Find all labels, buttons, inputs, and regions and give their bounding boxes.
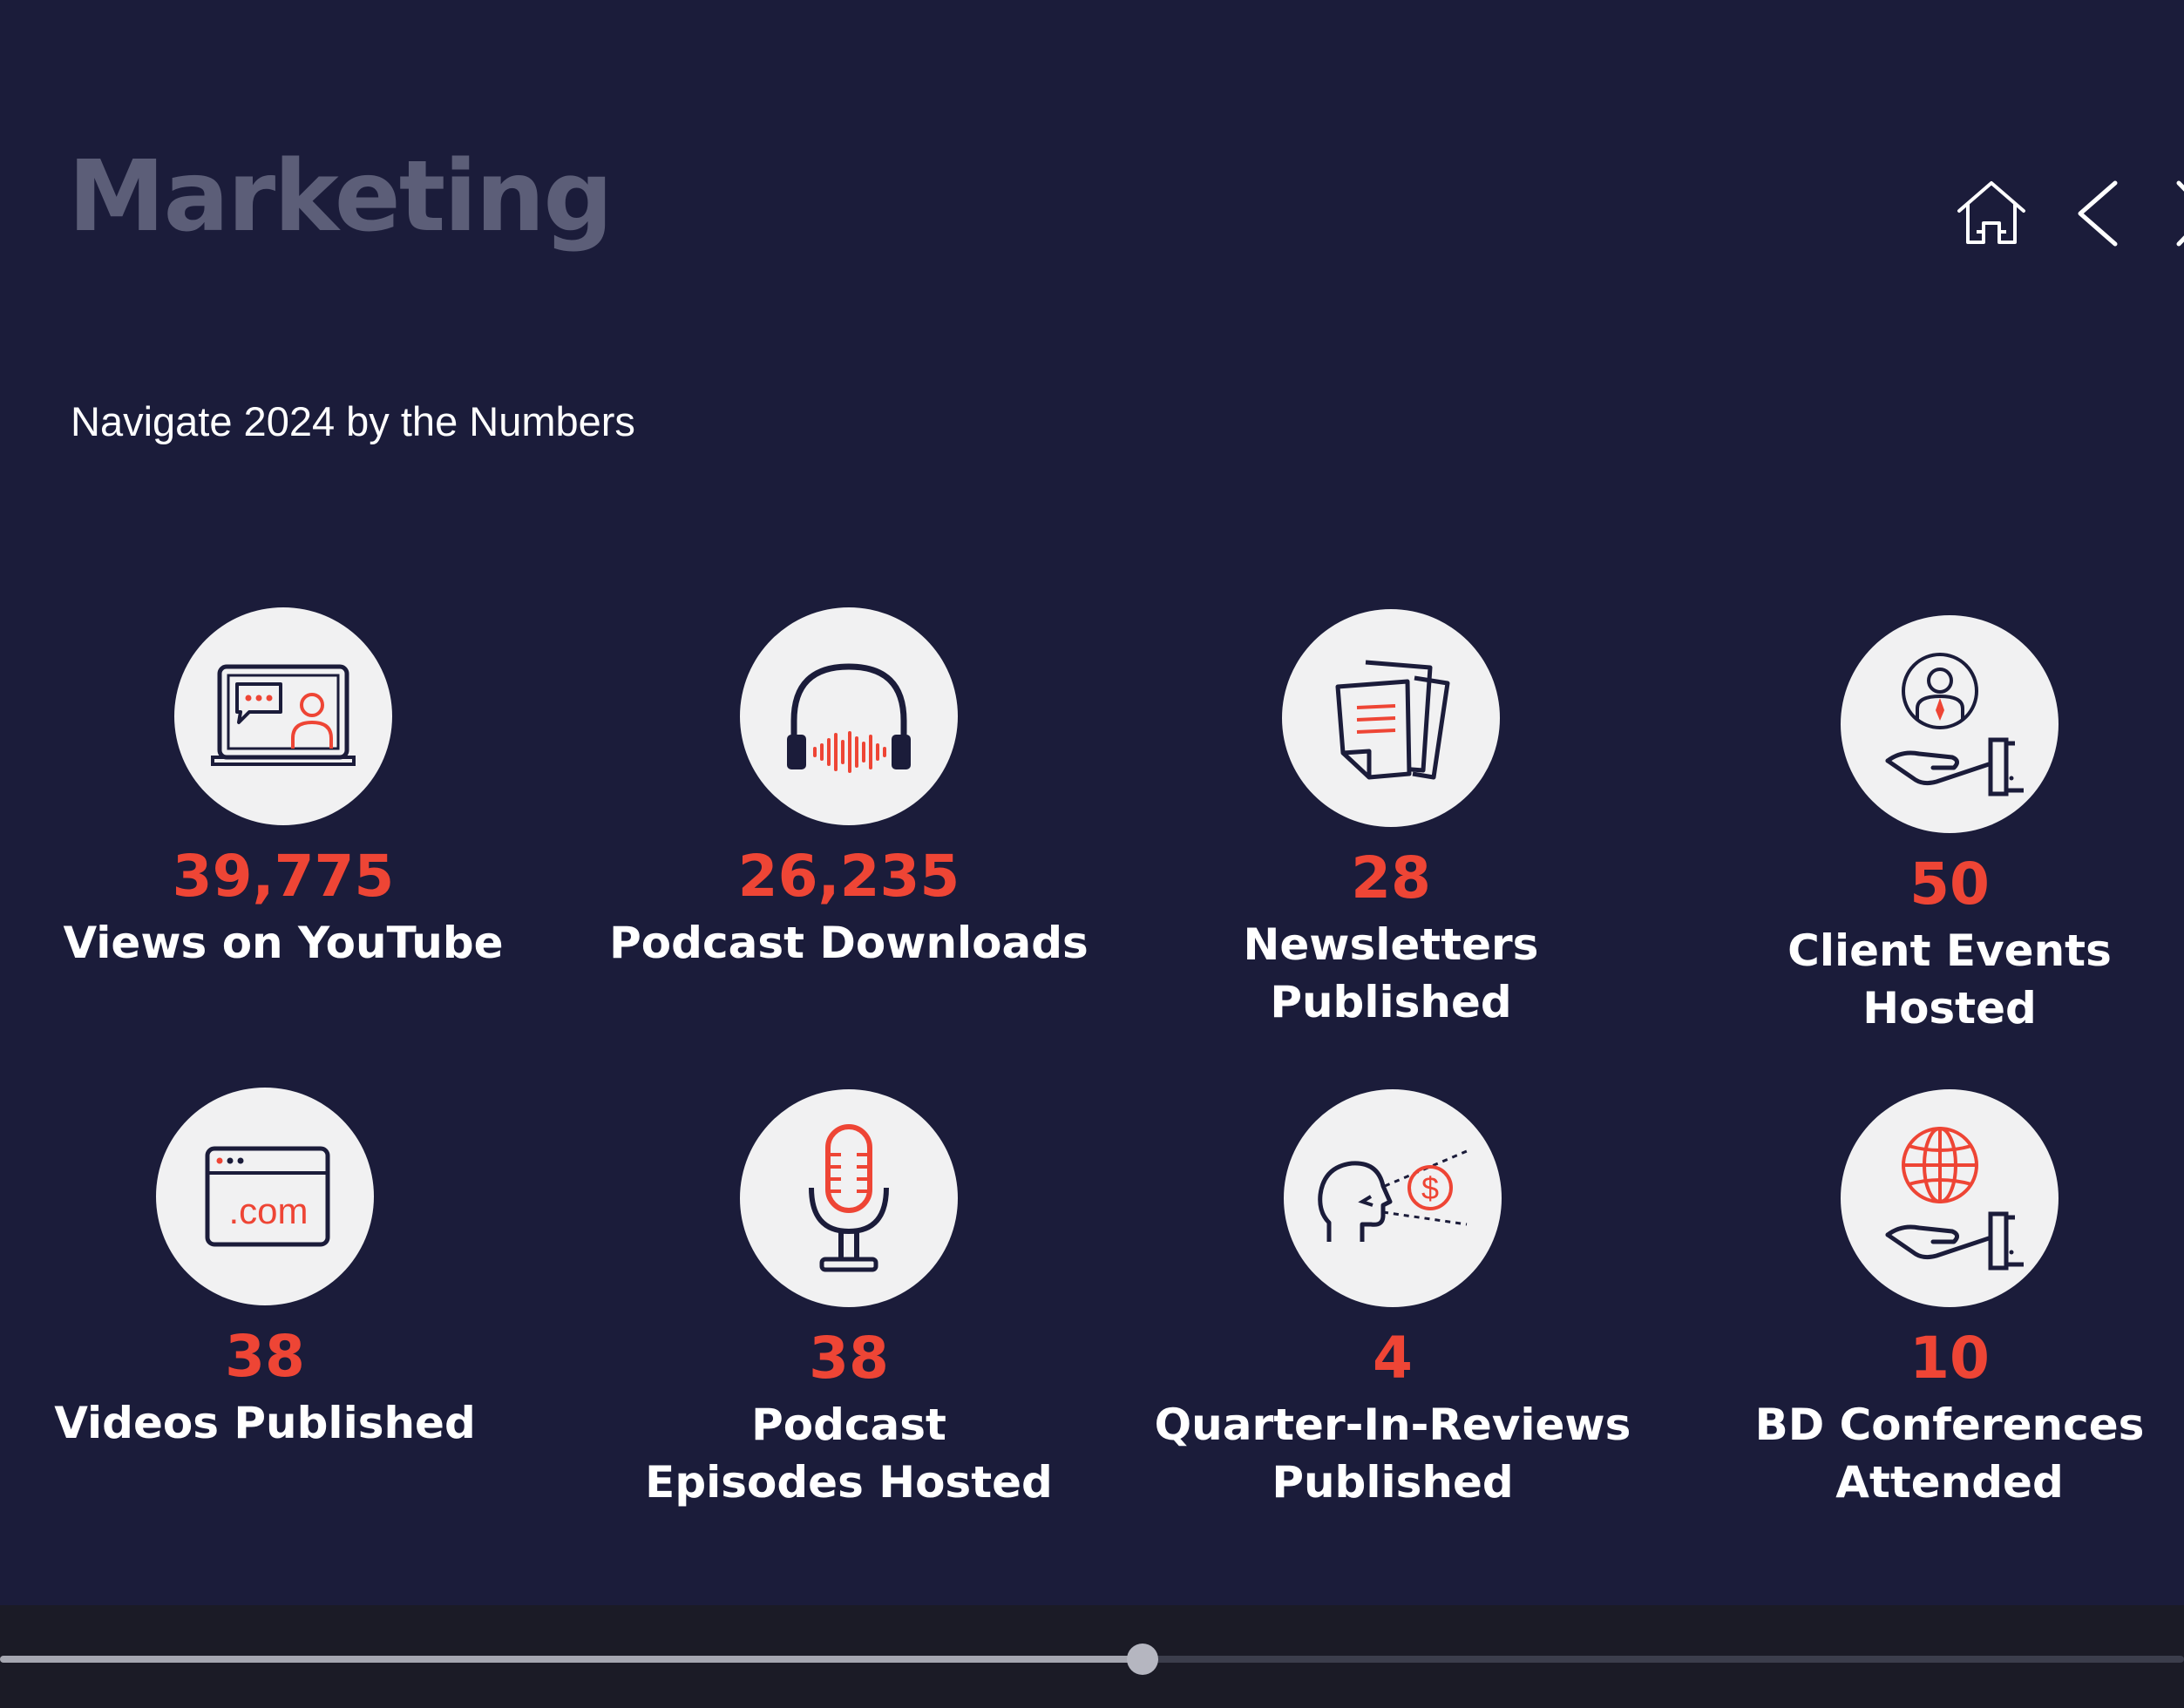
stat-value: 39,775 xyxy=(172,843,395,910)
stat-podcast-episodes: 38 Podcast Episodes Hosted xyxy=(605,1089,1093,1511)
head-dollar-icon: $ xyxy=(1318,1149,1468,1242)
documents-icon xyxy=(1335,660,1450,780)
stat-icon-circle xyxy=(1841,615,2059,833)
stat-label: Quarter-In-Reviews Published xyxy=(1154,1400,1631,1508)
headphones-icon xyxy=(787,663,911,773)
stat-icon-circle xyxy=(1282,609,1500,827)
progress-fill xyxy=(0,1656,1143,1663)
hand-globe-icon xyxy=(1885,1127,2024,1271)
stat-value: 26,235 xyxy=(737,843,960,910)
home-button[interactable] xyxy=(1952,174,2031,253)
stat-youtube-views: 39,775 Views on YouTube xyxy=(39,607,527,972)
stat-label: BD Conferences Attended xyxy=(1754,1400,2145,1508)
hand-person-icon xyxy=(1885,653,2024,796)
stat-label: Podcast Episodes Hosted xyxy=(645,1400,1053,1508)
svg-text:.com: .com xyxy=(228,1190,308,1231)
stat-icon-circle xyxy=(740,607,958,825)
slide-subtitle: Navigate 2024 by the Numbers xyxy=(71,398,635,444)
stat-value: 50 xyxy=(1909,851,1990,918)
stat-label: Views on YouTube xyxy=(63,918,504,968)
previous-button[interactable] xyxy=(2070,174,2131,253)
next-button[interactable] xyxy=(2170,174,2184,253)
stat-icon-circle: .com xyxy=(156,1088,374,1305)
stat-bd-conferences: 10 BD Conferences Attended xyxy=(1706,1089,2184,1511)
website-icon: .com xyxy=(205,1146,330,1247)
stat-videos-published: .com 38 Videos Published xyxy=(21,1088,509,1452)
chevron-right-icon xyxy=(2176,180,2184,247)
stat-value: 38 xyxy=(225,1323,305,1390)
stat-label: Client Events Hosted xyxy=(1787,925,2112,1034)
home-icon xyxy=(1957,181,2025,244)
stat-icon-circle xyxy=(174,607,392,825)
stat-icon-circle: $ xyxy=(1284,1089,1502,1307)
playback-bar xyxy=(0,1605,2184,1708)
stat-podcast-downloads: 26,235 Podcast Downloads xyxy=(605,607,1093,972)
stat-label: Videos Published xyxy=(54,1398,476,1448)
chevron-left-icon xyxy=(2078,180,2118,247)
progress-thumb[interactable] xyxy=(1127,1644,1158,1675)
stat-newsletters: 28 Newsletters Published xyxy=(1147,609,1635,1031)
stat-icon-circle xyxy=(740,1089,958,1307)
stat-label: Newsletters Published xyxy=(1243,919,1539,1027)
stat-value: 4 xyxy=(1373,1325,1413,1392)
slide: Marketing Navigate 2024 by the Numbers xyxy=(21,140,2184,1511)
stat-value: 28 xyxy=(1351,844,1431,912)
stat-icon-circle xyxy=(1841,1089,2059,1307)
microphone-icon xyxy=(809,1124,889,1272)
video-call-icon xyxy=(211,664,356,766)
stat-quarter-in-reviews: $ 4 Quarter-In-Reviews Published xyxy=(1149,1089,1637,1511)
slide-title: Marketing xyxy=(68,140,614,254)
stat-value: 10 xyxy=(1909,1325,1990,1392)
stat-value: 38 xyxy=(809,1325,889,1392)
stat-client-events: 50 Client Events Hosted xyxy=(1706,615,2184,1037)
svg-text:$: $ xyxy=(1421,1170,1439,1206)
stat-label: Podcast Downloads xyxy=(609,918,1089,968)
